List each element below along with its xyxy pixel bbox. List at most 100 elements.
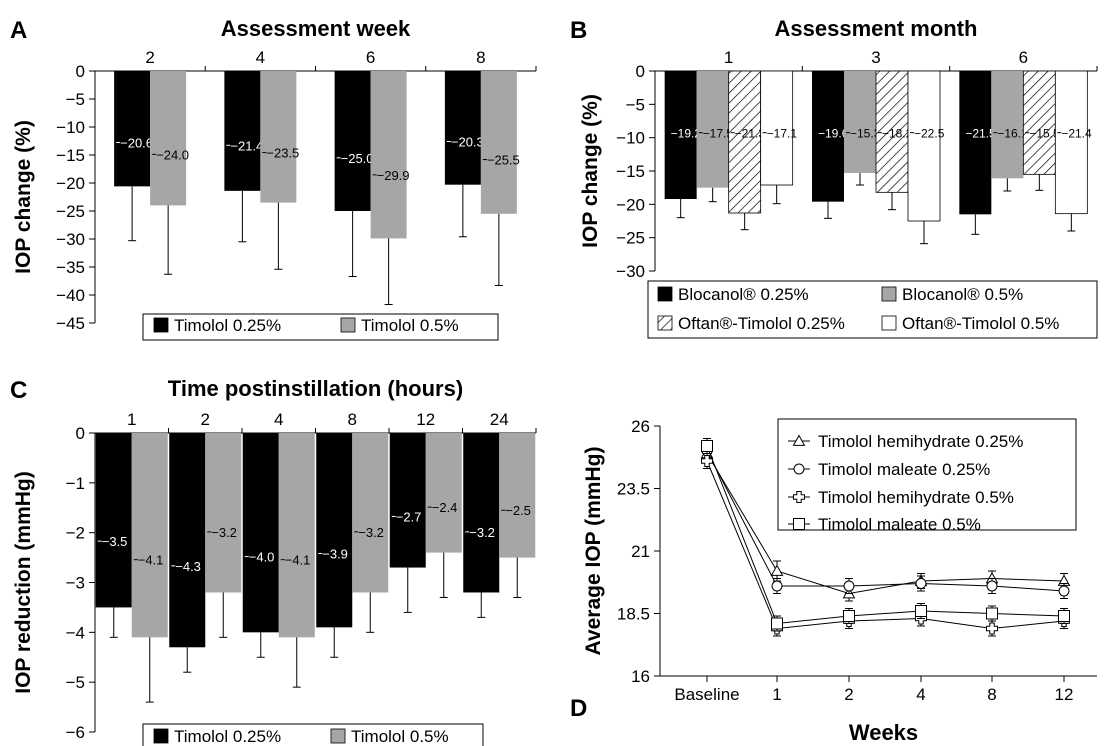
marker-cross [701, 455, 713, 467]
y-tick-label: 16 [631, 667, 650, 686]
bar [224, 71, 261, 191]
legend-label: Timolol hemihydrate 0.5% [818, 488, 1014, 507]
category-label: 3 [871, 48, 880, 67]
bar [844, 71, 876, 173]
legend-box [142, 723, 484, 746]
y-tick-label: −1 [66, 474, 85, 493]
y-tick-label: −10 [56, 118, 85, 137]
legend-label: Timolol maleate 0.25% [818, 460, 990, 479]
panel-c: C Time postinstillation (hours) IOP reduct… [10, 376, 537, 746]
marker-square [793, 518, 805, 530]
data-label: −20.6 [120, 136, 153, 151]
y-tick-label: −2 [66, 524, 85, 543]
bar [370, 71, 407, 239]
bar [260, 71, 297, 203]
marker-square [771, 617, 783, 630]
marker-triangle [792, 434, 806, 446]
marker-circle [1058, 585, 1070, 597]
bar [728, 70, 762, 214]
bar [1022, 70, 1056, 175]
legend-swatch [881, 315, 897, 331]
legend-box [142, 313, 499, 341]
bar [278, 433, 315, 638]
category-label: 6 [1019, 48, 1028, 67]
bar [1054, 70, 1088, 215]
bar [480, 71, 517, 214]
bar [991, 71, 1024, 179]
bar [131, 433, 168, 638]
legend-label: Blocanol® 0.5% [902, 285, 1023, 304]
data-label: −4.3 [175, 559, 201, 574]
y-tick-label: 0 [76, 424, 85, 443]
bar [205, 433, 242, 593]
y-axis-label: IOP reduction (mmHg) [12, 471, 35, 693]
data-label: −4.0 [249, 550, 275, 565]
bar [875, 70, 909, 193]
legend-box [647, 280, 1098, 339]
x-tick-label: Baseline [674, 685, 739, 704]
y-tick-label: −40 [56, 286, 85, 305]
data-label: −24.0 [156, 147, 189, 162]
bar [169, 433, 206, 648]
category-label: 24 [490, 410, 509, 429]
category-label: 2 [201, 410, 210, 429]
category-label: 6 [366, 48, 375, 67]
marker-square [986, 607, 998, 620]
y-tick-label: −35 [56, 258, 85, 277]
bar [499, 433, 536, 558]
bar [760, 70, 794, 186]
bar [959, 71, 992, 215]
y-tick-label: 21 [631, 542, 650, 561]
panel-letter: D [570, 695, 587, 722]
marker-circle [986, 580, 998, 592]
y-axis-label: Average IOP (mmHg) [582, 447, 605, 656]
y-tick-label: −4 [66, 623, 85, 642]
x-tick-label: 2 [844, 685, 853, 704]
data-label: −16.1 [997, 127, 1028, 141]
legend-label: Timolol maleate 0.5% [818, 515, 981, 534]
data-label: −23.5 [266, 146, 299, 161]
data-label: −17.5 [703, 127, 734, 141]
marker-circle [843, 580, 855, 592]
y-tick-label: −30 [616, 262, 645, 281]
panel-letter: A [10, 17, 27, 44]
bar [696, 71, 729, 188]
data-label: −21.3 [735, 127, 766, 141]
category-label: 1 [724, 48, 733, 67]
y-tick-label: −15 [56, 146, 85, 165]
bar [95, 433, 132, 608]
category-label: 1 [127, 410, 136, 429]
data-label: −4.1 [285, 553, 311, 568]
legend-label: Timolol 0.5% [351, 727, 449, 746]
data-label: −22.5 [914, 127, 945, 141]
category-label: 12 [416, 410, 435, 429]
data-label: −3.2 [211, 525, 237, 540]
y-tick-label: 0 [636, 62, 645, 81]
marker-triangle [770, 564, 784, 576]
legend-box [777, 418, 1077, 531]
y-axis-label: IOP change (%) [12, 120, 35, 274]
legend-swatch [657, 286, 673, 302]
legend-label: Timolol hemihydrate 0.25% [818, 432, 1023, 451]
y-tick-label: −45 [56, 314, 85, 333]
bar [444, 71, 481, 185]
data-label: −20.3 [451, 134, 484, 149]
y-tick-label: −20 [616, 195, 645, 214]
legend-label: Oftan®-Timolol 0.5% [902, 314, 1059, 333]
data-label: −15.3 [850, 127, 881, 141]
data-label: −19.6 [818, 127, 849, 141]
data-label: −18.2 [882, 127, 913, 141]
marker-cross [793, 491, 805, 503]
y-tick-label: −5 [626, 95, 645, 114]
data-label: −4.1 [138, 553, 164, 568]
legend-swatch [330, 728, 346, 744]
panel-b: B Assessment month IOP change (%) 0 −5 −10 −15… [570, 16, 1098, 339]
legend-label: Oftan®-Timolol 0.25% [678, 314, 845, 333]
bar [812, 71, 844, 202]
y-tick-label: −30 [56, 230, 85, 249]
y-tick-label: −3 [66, 574, 85, 593]
bar [242, 433, 279, 633]
data-label: −3.2 [358, 525, 384, 540]
